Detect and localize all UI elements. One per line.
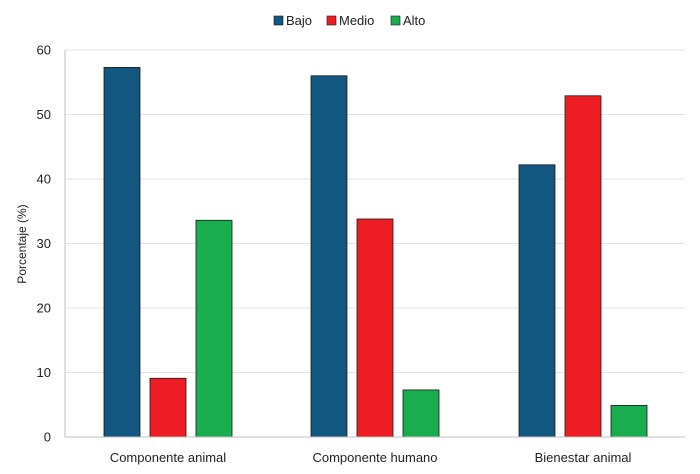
y-axis-title: Porcentaje (%) <box>15 204 29 283</box>
y-tick-label: 40 <box>37 172 51 187</box>
bar-bajo-2 <box>310 75 348 438</box>
bar-bajo-3 <box>518 164 556 438</box>
legend-swatch <box>273 15 284 26</box>
legend: Bajo Medio Alto <box>273 13 425 28</box>
category-label: Bienestar animal <box>535 450 632 465</box>
legend-swatch <box>390 15 401 26</box>
y-tick-label: 0 <box>44 430 51 445</box>
bar-alto-1 <box>195 219 233 438</box>
legend-label: Bajo <box>286 13 312 28</box>
legend-item-medio: Medio <box>326 13 374 28</box>
bar-medio-1 <box>149 377 187 438</box>
y-tick-label: 20 <box>37 301 51 316</box>
y-tick-label: 10 <box>37 365 51 380</box>
legend-item-bajo: Bajo <box>273 13 312 28</box>
legend-swatch <box>326 15 337 26</box>
y-tick-label: 30 <box>37 236 51 251</box>
bar-medio-3 <box>564 95 602 438</box>
x-tick-labels: Componente animal Componente humano Bienes… <box>110 450 632 465</box>
bar-medio-2 <box>356 218 394 438</box>
legend-label: Alto <box>403 13 425 28</box>
y-tick-label: 60 <box>37 43 51 58</box>
bar-alto-3 <box>610 404 648 438</box>
y-tick-label: 50 <box>37 107 51 122</box>
bar-alto-2 <box>402 389 440 438</box>
legend-item-alto: Alto <box>390 13 425 28</box>
category-label: Componente animal <box>110 450 226 465</box>
category-label: Componente humano <box>312 450 437 465</box>
bars <box>103 67 648 438</box>
y-tick-labels: 0 10 20 30 40 50 60 <box>37 43 51 445</box>
axes <box>64 50 685 438</box>
legend-label: Medio <box>339 13 374 28</box>
bar-bajo-1 <box>103 67 141 438</box>
